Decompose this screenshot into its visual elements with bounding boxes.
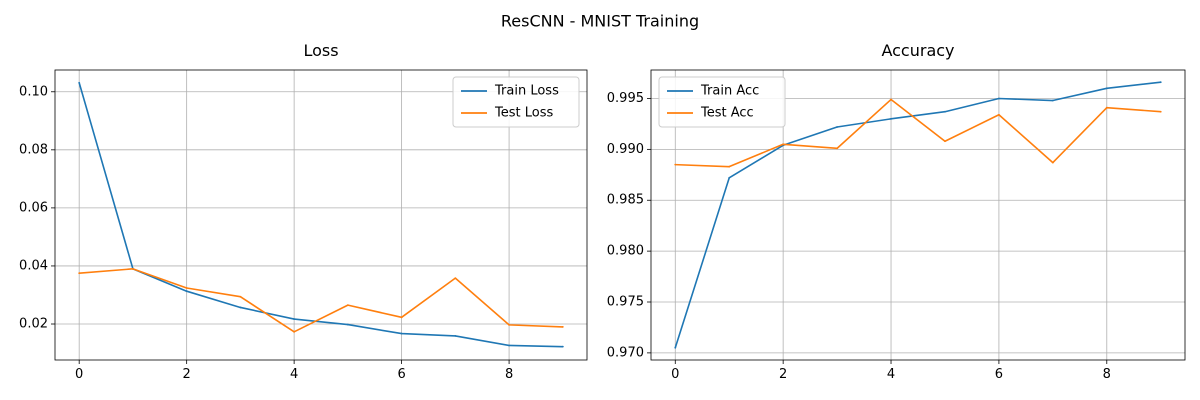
train-acc-line (674, 81, 1161, 349)
test-loss-line (79, 268, 563, 333)
test-loss-point (185, 287, 188, 289)
test-loss-legend-label: Test Loss (494, 106, 553, 121)
loss-legend-box (452, 76, 580, 128)
loss-x-tick-label: 6 (397, 367, 405, 382)
train-acc-point (674, 346, 677, 349)
accuracy-y-tick-label: 0.995 (607, 91, 644, 106)
accuracy-x-tick-label: 8 (1103, 367, 1111, 382)
train-loss-legend-label: Train Loss (494, 84, 559, 99)
accuracy-x-tick-label: 0 (671, 367, 679, 382)
test-loss-point (508, 323, 510, 326)
train-loss-point (78, 81, 81, 84)
loss-legend: Train Loss Test Loss (452, 76, 580, 128)
accuracy-y-tick-label: 0.970 (607, 345, 644, 360)
accuracy-y-tick-label: 0.985 (607, 193, 644, 208)
test-loss-point (132, 267, 134, 270)
train-loss-point (508, 344, 510, 347)
train-loss-point (293, 318, 296, 320)
loss-x-tick-label: 4 (290, 367, 298, 382)
train-loss-point (454, 335, 457, 337)
loss-y-tick-label: 0.02 (19, 317, 48, 332)
test-acc-point (782, 143, 785, 146)
test-loss-point (561, 326, 564, 328)
test-acc-point (674, 163, 677, 166)
train-loss-point (561, 345, 564, 348)
test-loss-point (239, 295, 242, 298)
accuracy-chart-title: Accuracy (881, 41, 954, 60)
accuracy-legend: Train Acc Test Acc (658, 76, 786, 128)
test-acc-point (1159, 110, 1162, 113)
train-acc-point (836, 126, 838, 128)
test-acc-point (728, 165, 731, 168)
test-loss-point (454, 277, 457, 280)
train-acc-point (998, 97, 1000, 100)
accuracy-y-tick-label: 0.990 (607, 142, 644, 157)
loss-x-tick-label: 8 (505, 367, 513, 382)
accuracy-x-tick-label: 6 (995, 367, 1003, 382)
test-acc-line (675, 98, 1161, 168)
test-loss-point (293, 330, 296, 333)
train-loss-point (239, 306, 242, 309)
train-acc-point (1159, 81, 1162, 84)
loss-x-tick-label: 0 (75, 367, 83, 382)
train-acc-point (1051, 99, 1054, 102)
train-loss-point (185, 290, 188, 293)
accuracy-x-tick-label: 4 (887, 367, 895, 382)
train-acc-point (944, 110, 946, 113)
test-acc-point (998, 113, 1000, 116)
accuracy-chart: Accuracy 0 2 4 6 8 0.970 0.975 0.980 0.985 0.990 0.… (607, 41, 1186, 382)
loss-axes-frame (54, 69, 588, 361)
train-loss-point (400, 332, 403, 335)
loss-y-tick-label: 0.04 (19, 258, 48, 273)
loss-chart-title: Loss (303, 41, 338, 60)
accuracy-y-tick-label: 0.975 (607, 295, 644, 310)
test-acc-point (890, 98, 892, 101)
accuracy-y-tick-label: 0.980 (607, 244, 644, 259)
test-acc-point (1105, 106, 1108, 109)
train-loss-point (346, 323, 349, 326)
train-acc-point (728, 176, 731, 179)
test-acc-point (944, 140, 946, 143)
train-acc-legend-label: Train Acc (700, 84, 759, 99)
test-loss-point (78, 272, 81, 275)
accuracy-x-tick-label: 2 (779, 367, 787, 382)
loss-x-tick-label: 2 (183, 367, 191, 382)
train-acc-point (890, 117, 892, 120)
loss-y-tick-label: 0.06 (19, 200, 48, 215)
test-loss-point (400, 316, 403, 319)
loss-y-tick-label: 0.08 (19, 142, 48, 157)
accuracy-axes-frame (650, 69, 1186, 361)
test-acc-point (1051, 161, 1054, 164)
loss-y-tick-label: 0.10 (19, 84, 48, 99)
accuracy-legend-box (658, 76, 786, 128)
test-acc-point (836, 147, 838, 150)
train-loss-line (78, 82, 563, 348)
test-loss-point (346, 304, 349, 307)
figure-suptitle: ResCNN - MNIST Training (501, 12, 699, 31)
train-acc-point (1105, 87, 1108, 90)
test-acc-legend-label: Test Acc (700, 106, 754, 121)
